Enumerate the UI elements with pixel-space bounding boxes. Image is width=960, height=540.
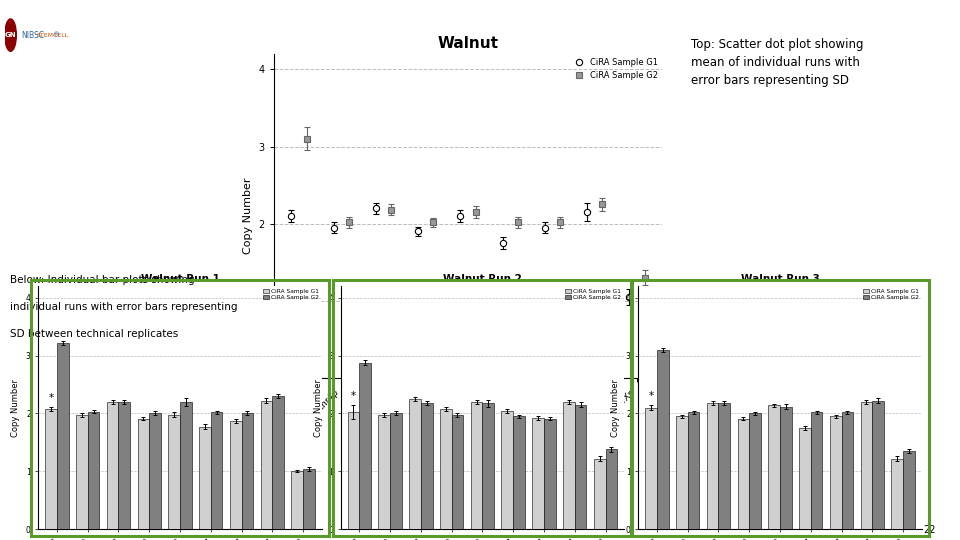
Bar bbox=[76, 415, 87, 529]
Legend: CiRA Sample G1, CiRA Sample G2: CiRA Sample G1, CiRA Sample G2 bbox=[565, 289, 621, 300]
Bar bbox=[57, 343, 68, 529]
Bar bbox=[378, 415, 390, 529]
Bar bbox=[168, 415, 180, 529]
Legend: CiRA Sample G1, CiRA Sample G2: CiRA Sample G1, CiRA Sample G2 bbox=[263, 289, 319, 300]
Legend: CiRA Sample G1, CiRA Sample G2: CiRA Sample G1, CiRA Sample G2 bbox=[570, 58, 659, 80]
Bar bbox=[118, 402, 131, 529]
Title: Walnut Run 3: Walnut Run 3 bbox=[740, 274, 820, 284]
Bar bbox=[514, 416, 525, 529]
Bar bbox=[107, 402, 118, 529]
Bar bbox=[749, 414, 761, 529]
Bar bbox=[829, 416, 842, 529]
Bar bbox=[737, 418, 749, 529]
Bar bbox=[348, 413, 359, 529]
Bar bbox=[87, 411, 99, 529]
Bar bbox=[199, 427, 211, 529]
Y-axis label: Copy Number: Copy Number bbox=[243, 178, 252, 254]
Text: Below: Individual bar plots showing: Below: Individual bar plots showing bbox=[10, 275, 194, 286]
Bar bbox=[180, 402, 192, 529]
Text: ®: ® bbox=[53, 32, 60, 38]
Bar bbox=[811, 413, 823, 529]
Text: *: * bbox=[48, 393, 54, 403]
Bar bbox=[780, 407, 792, 529]
Bar bbox=[799, 428, 811, 529]
Title: Walnut: Walnut bbox=[438, 36, 498, 51]
Bar bbox=[470, 402, 482, 529]
Bar bbox=[482, 403, 494, 529]
Text: *: * bbox=[350, 392, 356, 401]
Bar bbox=[229, 421, 242, 529]
Bar bbox=[409, 399, 420, 529]
Bar bbox=[261, 401, 273, 529]
Legend: CiRA Sample G1, CiRA Sample G2: CiRA Sample G1, CiRA Sample G2 bbox=[863, 289, 919, 300]
Text: Top: Scatter dot plot showing
mean of individual runs with
error bars representi: Top: Scatter dot plot showing mean of in… bbox=[691, 38, 864, 87]
Bar bbox=[501, 411, 514, 529]
Bar bbox=[768, 406, 780, 529]
Bar bbox=[532, 418, 544, 529]
Bar bbox=[544, 418, 556, 529]
Bar bbox=[873, 401, 884, 529]
Bar bbox=[645, 408, 657, 529]
Bar bbox=[359, 362, 371, 529]
Bar bbox=[149, 413, 161, 529]
Text: NIBSC: NIBSC bbox=[21, 31, 44, 39]
Bar bbox=[718, 403, 731, 529]
Bar bbox=[242, 413, 253, 529]
Text: individual runs with error bars representing: individual runs with error bars represen… bbox=[10, 302, 237, 313]
Bar bbox=[575, 405, 587, 529]
Bar bbox=[606, 449, 617, 529]
Bar bbox=[440, 409, 451, 529]
Y-axis label: Copy Number: Copy Number bbox=[612, 379, 620, 437]
Bar bbox=[707, 403, 718, 529]
Bar bbox=[211, 413, 223, 529]
Bar bbox=[390, 413, 401, 529]
Text: STEMCELL: STEMCELL bbox=[36, 32, 69, 38]
Bar bbox=[892, 458, 903, 529]
Text: 22: 22 bbox=[924, 524, 936, 535]
Bar bbox=[861, 402, 873, 529]
Bar bbox=[564, 402, 575, 529]
Bar bbox=[594, 458, 606, 529]
Bar bbox=[292, 471, 303, 529]
Bar bbox=[676, 416, 687, 529]
Bar bbox=[903, 451, 915, 529]
Bar bbox=[137, 418, 149, 529]
Text: SD between technical replicates: SD between technical replicates bbox=[10, 329, 178, 340]
Bar bbox=[420, 403, 433, 529]
Bar bbox=[303, 469, 315, 529]
Bar bbox=[657, 350, 668, 529]
Bar bbox=[842, 413, 853, 529]
X-axis label: Genetic Region: Genetic Region bbox=[425, 421, 511, 431]
Title: Walnut Run 2: Walnut Run 2 bbox=[443, 274, 522, 284]
Bar bbox=[273, 396, 284, 529]
Bar bbox=[687, 413, 699, 529]
Text: GN: GN bbox=[5, 32, 16, 38]
Bar bbox=[451, 415, 464, 529]
Y-axis label: Copy Number: Copy Number bbox=[314, 379, 323, 437]
Bar bbox=[45, 409, 57, 529]
Circle shape bbox=[5, 19, 16, 51]
Title: Walnut Run 1: Walnut Run 1 bbox=[140, 274, 220, 284]
Text: *: * bbox=[648, 392, 654, 401]
Y-axis label: Copy Number: Copy Number bbox=[12, 379, 20, 437]
